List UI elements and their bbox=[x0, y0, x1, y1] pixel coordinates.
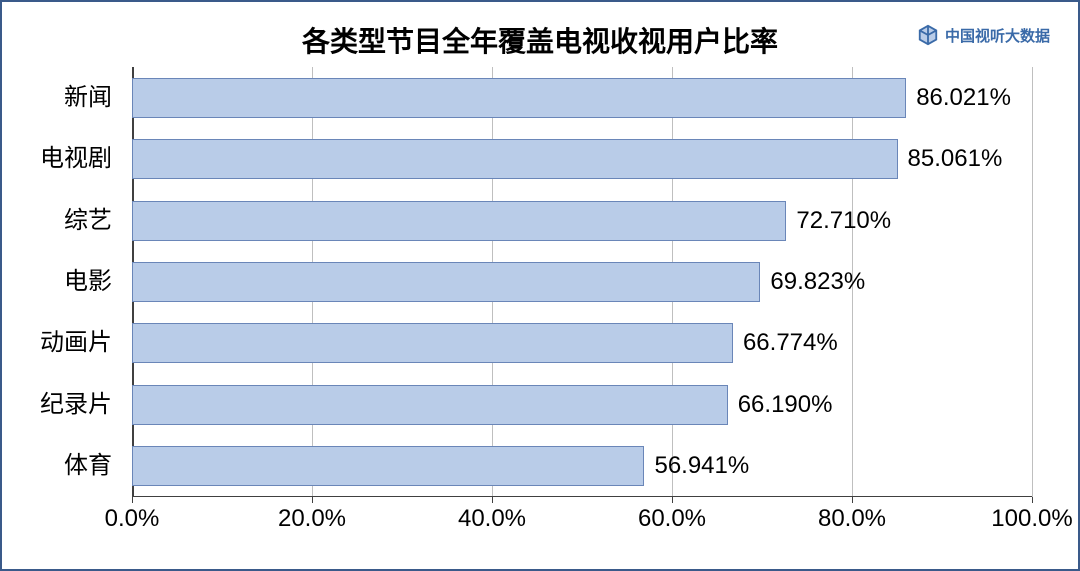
bar-value-label: 56.941% bbox=[654, 452, 749, 480]
cube-icon bbox=[917, 24, 939, 46]
category-label: 电视剧 bbox=[2, 139, 112, 179]
bar-row: 86.021% bbox=[132, 78, 1032, 118]
category-label: 电影 bbox=[2, 262, 112, 302]
bar-value-label: 86.021% bbox=[916, 84, 1011, 112]
source-label: 中国视听大数据 bbox=[945, 25, 1050, 46]
bar-row: 69.823% bbox=[132, 262, 1032, 302]
bar-value-label: 85.061% bbox=[908, 145, 1003, 173]
x-tick-label: 100.0% bbox=[991, 505, 1072, 533]
x-tick-label: 20.0% bbox=[278, 505, 346, 533]
category-label: 纪录片 bbox=[2, 385, 112, 425]
category-label: 体育 bbox=[2, 446, 112, 486]
x-tick-label: 0.0% bbox=[105, 505, 160, 533]
bar-row: 56.941% bbox=[132, 446, 1032, 486]
x-tick-label: 40.0% bbox=[458, 505, 526, 533]
bar-row: 66.190% bbox=[132, 385, 1032, 425]
bar-row: 85.061% bbox=[132, 139, 1032, 179]
bar-value-label: 69.823% bbox=[770, 268, 865, 296]
bar-row: 66.774% bbox=[132, 323, 1032, 363]
bar bbox=[132, 139, 898, 179]
category-label: 新闻 bbox=[2, 78, 112, 118]
plot-area: 新闻86.021%电视剧85.061%综艺72.710%电影69.823%动画片… bbox=[132, 67, 1032, 497]
x-tick-label: 60.0% bbox=[638, 505, 706, 533]
category-label: 综艺 bbox=[2, 201, 112, 241]
bar-value-label: 72.710% bbox=[796, 207, 891, 235]
bar-value-label: 66.774% bbox=[743, 329, 838, 357]
category-label: 动画片 bbox=[2, 323, 112, 363]
bar bbox=[132, 385, 728, 425]
bar bbox=[132, 78, 906, 118]
bar bbox=[132, 201, 786, 241]
chart-container: 各类型节目全年覆盖电视收视用户比率 中国视听大数据 新闻86.021%电视剧85… bbox=[0, 0, 1080, 571]
bar bbox=[132, 262, 760, 302]
bar-row: 72.710% bbox=[132, 201, 1032, 241]
source-logo: 中国视听大数据 bbox=[917, 24, 1050, 46]
bar bbox=[132, 323, 733, 363]
bar bbox=[132, 446, 644, 486]
gridline bbox=[1032, 67, 1033, 497]
x-axis bbox=[132, 496, 1032, 498]
bar-value-label: 66.190% bbox=[738, 391, 833, 419]
x-tick-label: 80.0% bbox=[818, 505, 886, 533]
